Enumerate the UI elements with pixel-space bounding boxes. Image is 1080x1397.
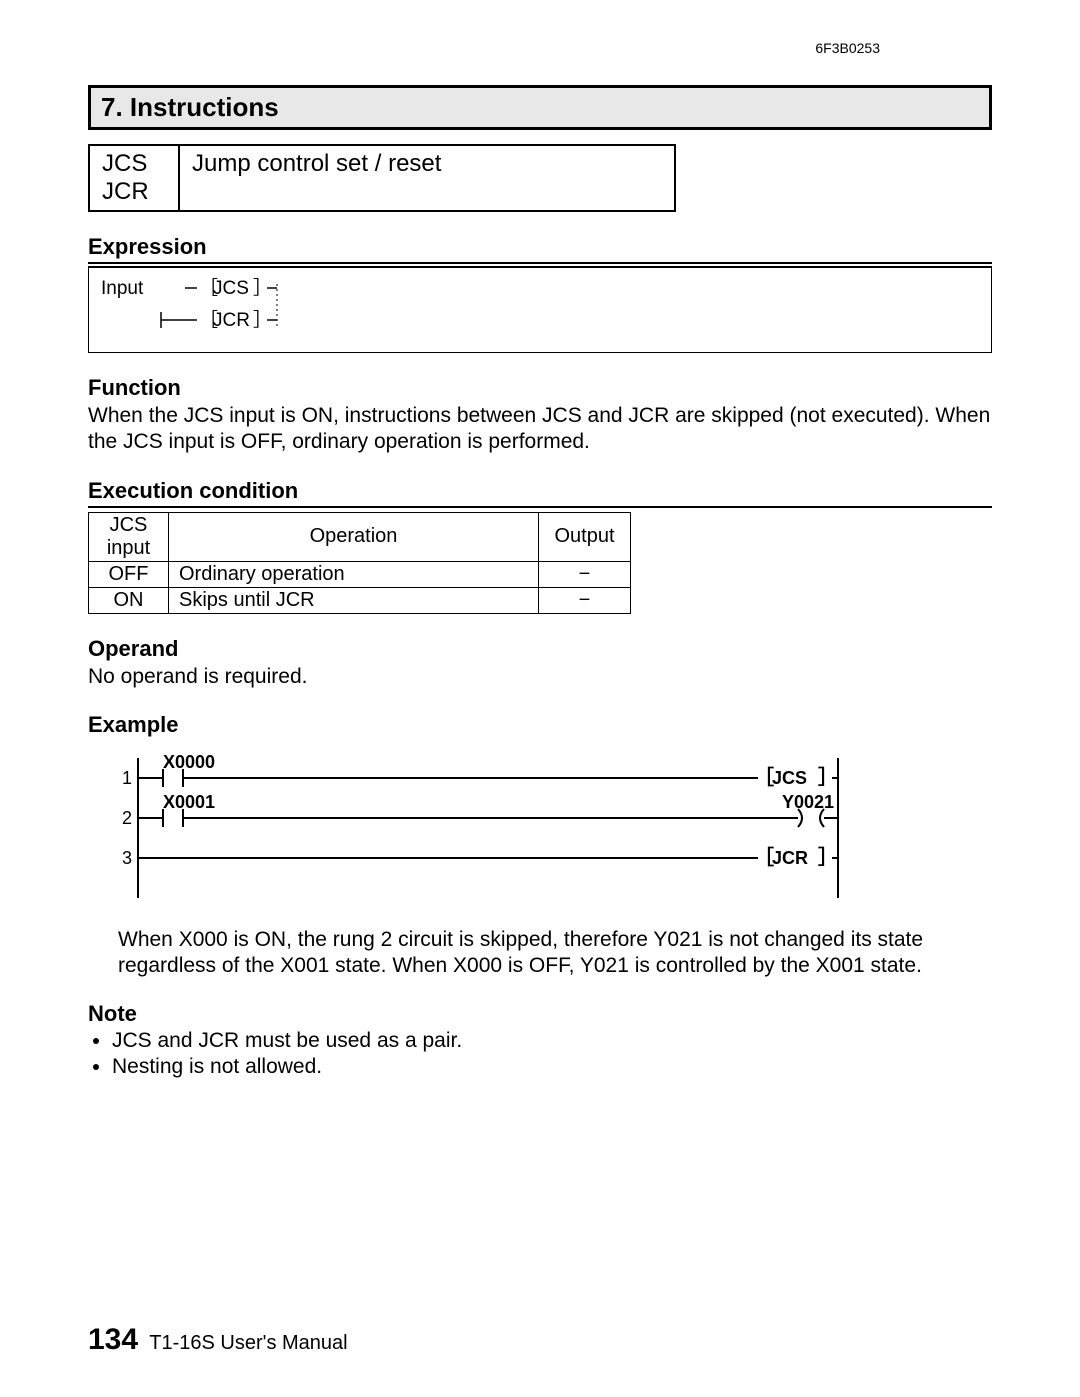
ec-h3: Output: [539, 512, 631, 561]
expr-jcs: JCS: [213, 278, 249, 299]
svg-text:2: 2: [122, 808, 132, 828]
page-footer: 134 T1-16S User's Manual: [88, 1323, 348, 1357]
heading-example: Example: [88, 712, 992, 738]
ladder-diagram: 1X0000［JCS］2X0001Y00213［JCR］: [118, 748, 992, 913]
heading-expression: Expression: [88, 234, 992, 264]
operand-text: No operand is required.: [88, 664, 992, 690]
ec-r1-out: −: [539, 587, 631, 613]
svg-text:1: 1: [122, 768, 132, 788]
svg-text:［: ［: [754, 765, 774, 789]
heading-note: Note: [88, 1001, 992, 1027]
svg-text:X0000: X0000: [163, 752, 215, 772]
svg-text:JCR: JCR: [772, 848, 808, 868]
ec-r0-out: −: [539, 561, 631, 587]
expression-diagram: Input ［ JCS ］ ［ JCR ］: [101, 276, 301, 336]
inst-code-jcs: JCS: [102, 150, 166, 178]
manual-name: T1-16S User's Manual: [149, 1332, 347, 1354]
ec-h1b: input: [99, 537, 158, 560]
svg-text:X0001: X0001: [163, 792, 215, 812]
svg-text:3: 3: [122, 848, 132, 868]
section-header: 7. Instructions: [88, 85, 992, 130]
note-list: JCS and JCR must be used as a pair. Nest…: [88, 1029, 992, 1079]
ec-r1-op: Skips until JCR: [169, 587, 539, 613]
ec-r0-in: OFF: [89, 561, 169, 587]
instruction-title-box: JCS JCR Jump control set / reset: [88, 144, 676, 212]
function-text: When the JCS input is ON, instructions b…: [88, 403, 992, 456]
svg-text:JCS: JCS: [772, 768, 807, 788]
expression-box: Input ［ JCS ］ ［ JCR ］: [88, 266, 992, 353]
list-item: JCS and JCR must be used as a pair.: [112, 1029, 992, 1053]
example-explain: When X000 is ON, the rung 2 circuit is s…: [118, 927, 992, 980]
table-row: ON Skips until JCR −: [89, 587, 631, 613]
table-row: OFF Ordinary operation −: [89, 561, 631, 587]
document-id: 6F3B0253: [815, 40, 880, 56]
ec-r1-in: ON: [89, 587, 169, 613]
page-number: 134: [88, 1323, 138, 1356]
heading-function: Function: [88, 375, 992, 401]
svg-text:Y0021: Y0021: [782, 792, 834, 812]
ec-h2: Operation: [169, 512, 539, 561]
inst-code-jcr: JCR: [102, 178, 166, 206]
svg-text:［: ［: [754, 845, 774, 869]
ec-h1a: JCS: [99, 514, 158, 537]
list-item: Nesting is not allowed.: [112, 1055, 992, 1079]
expr-jcr: JCR: [213, 310, 250, 331]
exec-cond-table: JCS input Operation Output OFF Ordinary …: [88, 512, 631, 614]
inst-title: Jump control set / reset: [180, 146, 674, 210]
heading-exec-cond: Execution condition: [88, 478, 992, 508]
ec-r0-op: Ordinary operation: [169, 561, 539, 587]
expr-input-label: Input: [101, 278, 144, 299]
heading-operand: Operand: [88, 636, 992, 662]
